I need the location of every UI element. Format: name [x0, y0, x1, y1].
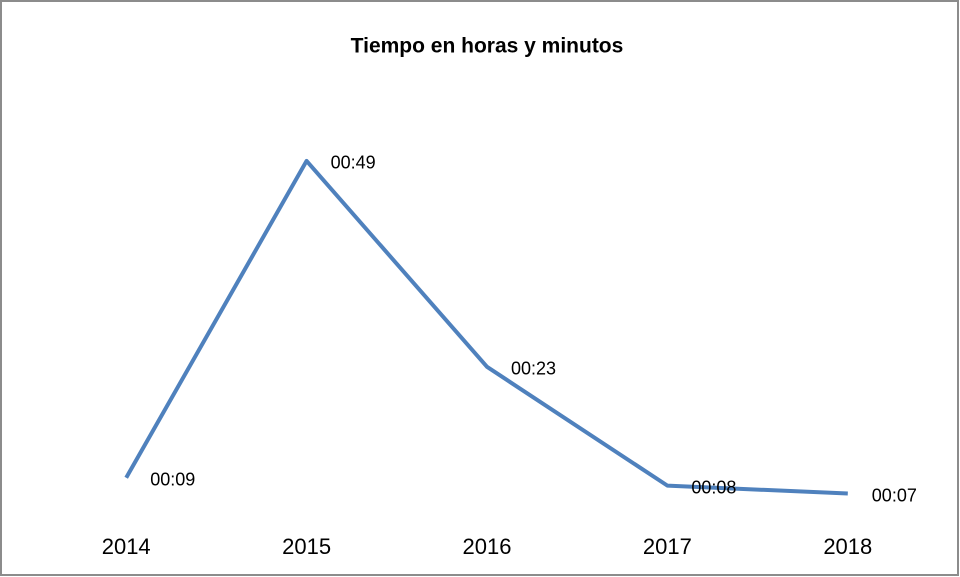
- x-tick-label: 2018: [823, 534, 872, 559]
- data-label: 00:23: [511, 359, 556, 379]
- x-tick-label: 2017: [643, 534, 692, 559]
- data-label: 00:49: [331, 153, 376, 173]
- x-tick-label: 2015: [282, 534, 331, 559]
- data-label: 00:07: [872, 485, 917, 505]
- x-tick-label: 2014: [102, 534, 151, 559]
- chart-title: Tiempo en horas y minutos: [351, 35, 624, 58]
- data-label: 00:08: [691, 477, 736, 497]
- x-tick-label: 2016: [463, 534, 512, 559]
- data-label: 00:09: [150, 469, 195, 489]
- line: [124, 158, 848, 496]
